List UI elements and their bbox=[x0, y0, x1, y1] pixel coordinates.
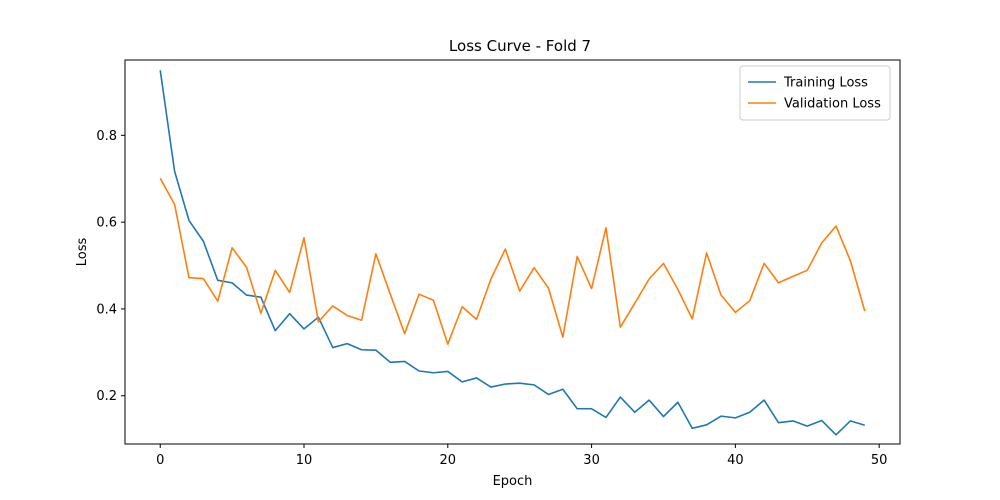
y-tick-label: 0.8 bbox=[96, 129, 117, 144]
x-tick-label: 50 bbox=[871, 453, 888, 468]
legend-box bbox=[739, 65, 891, 121]
series-line-1 bbox=[159, 177, 866, 345]
chart-title: Loss Curve - Fold 7 bbox=[449, 37, 591, 55]
series-line-0 bbox=[159, 70, 866, 436]
y-tick-label: 0.4 bbox=[96, 302, 117, 317]
x-axis: 0 10 20 30 40 50 bbox=[156, 444, 887, 468]
x-tick-label: 10 bbox=[296, 453, 313, 468]
legend: Training Loss Validation Loss bbox=[739, 65, 891, 121]
y-axis: 0.2 0.4 0.6 0.8 bbox=[96, 129, 125, 404]
x-tick-label: 40 bbox=[727, 453, 744, 468]
x-tick-label: 0 bbox=[156, 453, 164, 468]
y-axis-label: Loss bbox=[75, 238, 90, 267]
legend-label-1: Validation Loss bbox=[784, 97, 881, 112]
series-layer bbox=[159, 70, 866, 436]
y-tick-label: 0.2 bbox=[96, 389, 117, 404]
x-axis-label: Epoch bbox=[493, 474, 533, 489]
legend-label-0: Training Loss bbox=[783, 76, 868, 91]
y-tick-label: 0.6 bbox=[96, 216, 117, 231]
plot-frame bbox=[124, 59, 901, 445]
x-tick-label: 30 bbox=[583, 453, 600, 468]
x-tick-label: 20 bbox=[440, 453, 457, 468]
